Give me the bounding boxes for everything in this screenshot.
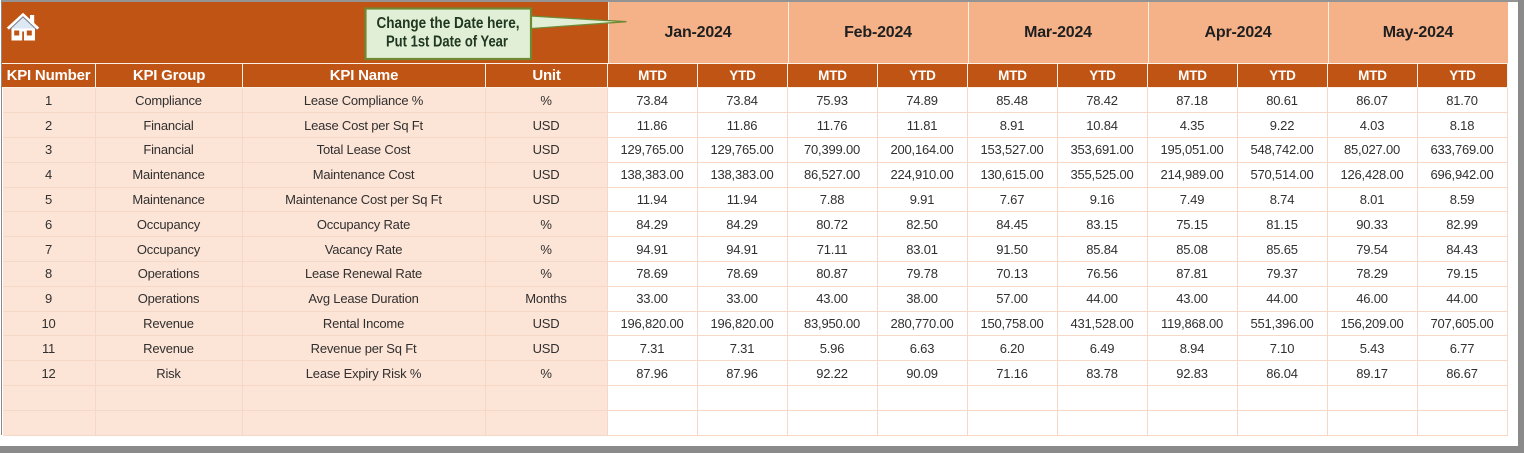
svg-text:Put 1st Date of Year: Put 1st Date of Year	[386, 34, 508, 51]
svg-text:Change the Date here,: Change the Date here,	[377, 15, 520, 32]
